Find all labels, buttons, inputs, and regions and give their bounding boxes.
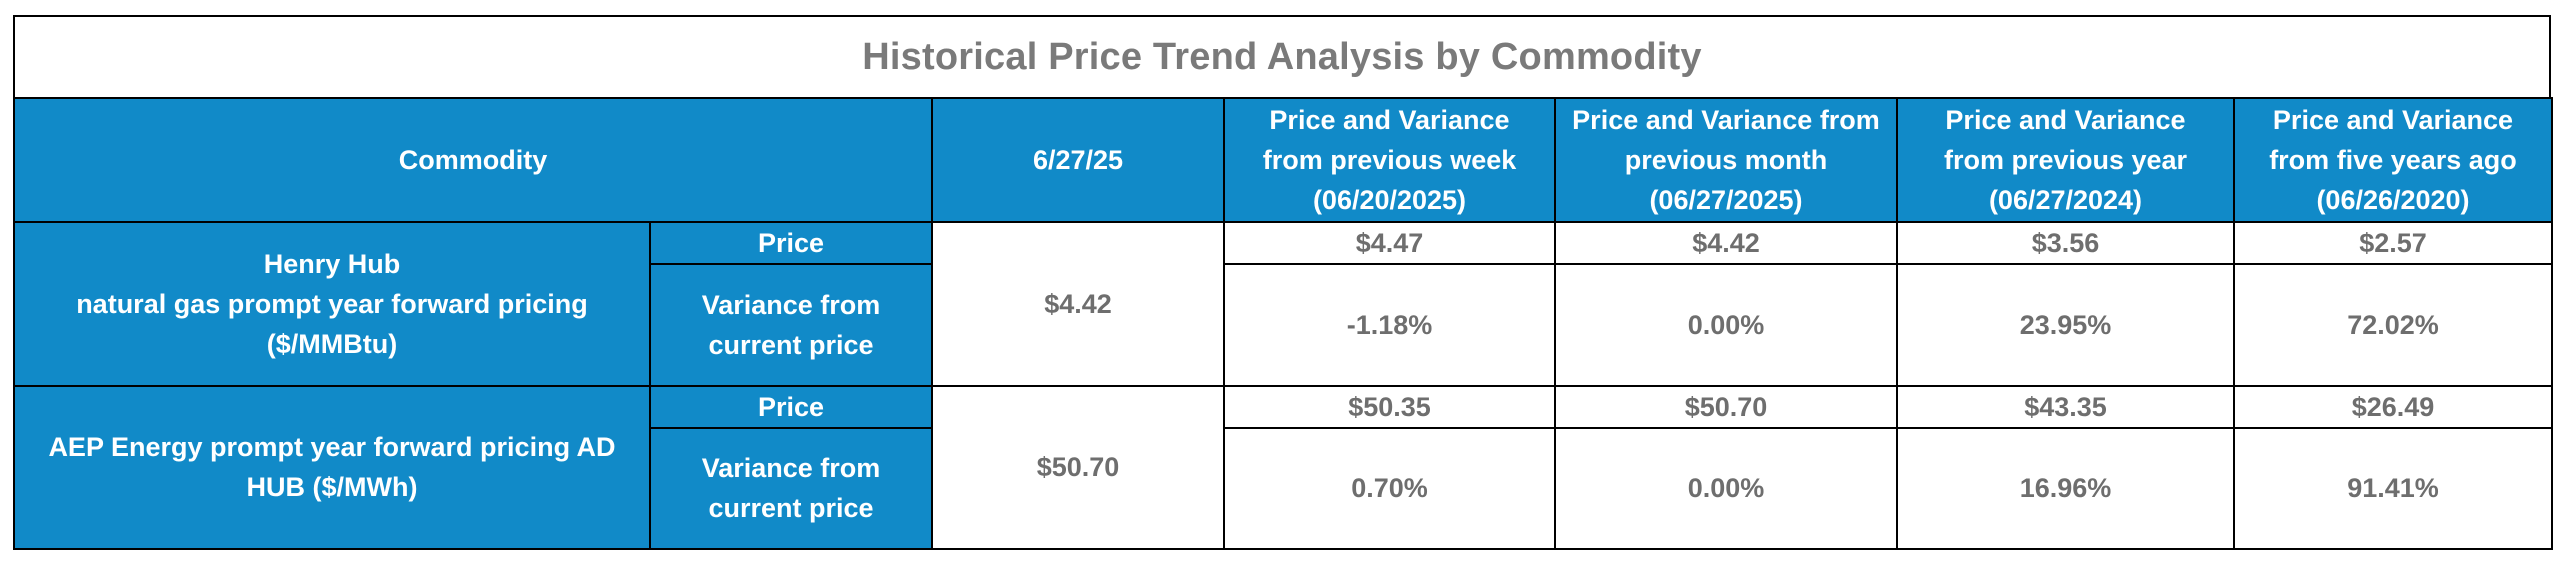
aep-variance-label: Variance from current price [701,453,881,524]
henry-hub-price-row: Henry Hub natural gas prompt year forwar… [13,221,2553,387]
henry-hub-price-five-years: $2.57 [2233,221,2553,266]
aep-variance-row: Variance from current price 0.70% 0.00% … [14,426,2553,551]
header-previous-week: Price and Variance from previous week (0… [1223,96,1556,224]
henry-hub-variance-row: Variance from current price -1.18% 0.00%… [14,263,2553,387]
header-previous-week-label: Price and Variance from previous week (0… [1262,105,1517,216]
header-previous-month: Price and Variance from previous month (… [1554,96,1898,224]
aep-variance-month: 0.00% [1554,426,1898,551]
price-trend-table: Commodity 6/27/25 Price and Variance fro… [13,96,2553,551]
header-previous-year-label: Price and Variance from previous year (0… [1943,105,2188,216]
header-commodity: Commodity [13,96,933,224]
aep-current-price: $50.70 [1036,452,1120,483]
aep-commodity-name: AEP Energy prompt year forward pricing A… [48,432,616,503]
header-current-date: 6/27/25 [931,96,1225,224]
header-previous-year: Price and Variance from previous year (0… [1896,96,2235,224]
henry-hub-price-label: Price [757,228,825,259]
aep-variance-label-cell: Variance from current price [649,426,933,551]
aep-price-month: $50.70 [1554,384,1898,429]
aep-price-label-cell: Price [649,384,933,429]
aep-price-five-years: $26.49 [2233,384,2553,429]
henry-hub-commodity-name: Henry Hub natural gas prompt year forwar… [76,248,588,359]
henry-hub-variance-year: 23.95% [1896,263,2235,387]
henry-hub-price-label-cell: Price [649,221,933,266]
header-row: Commodity 6/27/25 Price and Variance fro… [13,96,2553,224]
header-five-years: Price and Variance from five years ago (… [2233,96,2553,224]
header-previous-month-label: Price and Variance from previous month (… [1572,105,1880,216]
aep-variance-week: 0.70% [1223,426,1556,551]
henry-hub-variance-label-cell: Variance from current price [649,263,933,387]
aep-price-week: $50.35 [1223,384,1556,429]
henry-hub-variance-week: -1.18% [1223,263,1556,387]
henry-hub-variance-five-years: 72.02% [2233,263,2553,387]
aep-variance-five-years: 91.41% [2233,426,2553,551]
aep-commodity-cell: AEP Energy prompt year forward pricing A… [13,384,651,551]
aep-variance-year: 16.96% [1896,426,2235,551]
aep-price-row: AEP Energy prompt year forward pricing A… [13,384,2553,551]
aep-price-label: Price [757,391,825,422]
henry-hub-variance-label: Variance from current price [701,290,881,360]
header-five-years-label: Price and Variance from five years ago (… [2269,105,2517,216]
header-commodity-label: Commodity [398,145,548,176]
header-current-date-label: 6/27/25 [1032,145,1124,176]
aep-current-price-cell: $50.70 [931,384,1225,551]
price-trend-table-frame: Historical Price Trend Analysis by Commo… [13,15,2553,551]
henry-hub-current-price-cell: $4.42 [931,221,1225,387]
henry-hub-price-week: $4.47 [1223,221,1556,266]
henry-hub-current-price: $4.42 [1044,288,1112,319]
table-title: Historical Price Trend Analysis by Commo… [862,36,1702,78]
aep-price-year: $43.35 [1896,384,2235,429]
henry-hub-variance-month: 0.00% [1554,263,1898,387]
henry-hub-commodity-cell: Henry Hub natural gas prompt year forwar… [13,221,651,387]
henry-hub-price-year: $3.56 [1896,221,2235,266]
henry-hub-price-month: $4.42 [1554,221,1898,266]
